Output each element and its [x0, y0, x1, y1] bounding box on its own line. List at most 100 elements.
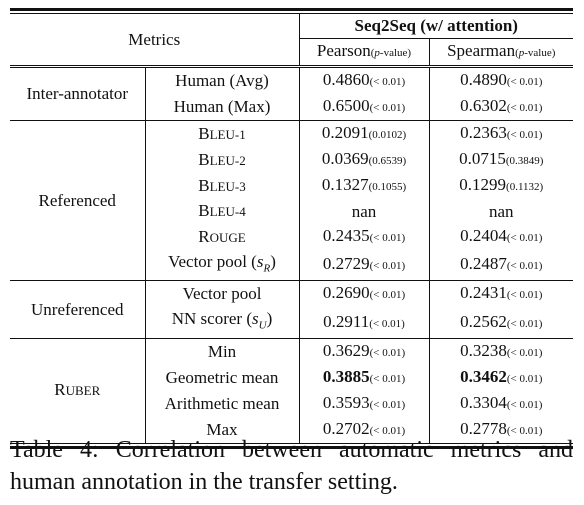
pearson-cell-value: 0.0369	[321, 149, 369, 168]
results-table: Metrics Seq2Seq (w/ attention) Pearson(p…	[10, 14, 573, 443]
metrics-header: Metrics	[10, 14, 300, 67]
spearman-cell: 0.3238(< 0.01)	[429, 337, 573, 365]
table-row: Referenced BLEU-1 0.2091(0.0102) 0.2363(< 0…	[10, 119, 573, 281]
spearman-cell-pvalue: (< 0.01)	[506, 346, 543, 359]
spearman-header-sub-text: (p-value)	[515, 47, 556, 59]
spearman-cell-pvalue: (< 0.01)	[506, 129, 543, 141]
pearson-cell-value: 0.3885	[322, 366, 370, 386]
pearson-cell: 0.3885(< 0.01)	[299, 364, 430, 391]
pearson-cell-value: 0.2091	[321, 123, 369, 142]
spearman-cell-value: 0.2363	[460, 123, 507, 142]
table-row: BLEU-4 nan nan	[10, 199, 573, 224]
pearson-cell: 0.2091(0.0102)	[299, 120, 430, 147]
table-row: Unreferenced Vector pool 0.2690(< 0.01) 0.2…	[10, 280, 573, 339]
spearman-cell-pvalue: (< 0.01)	[506, 232, 543, 244]
table-row: BLEU-2 0.0369(0.6539) 0.0715(0.3849)	[10, 147, 573, 173]
pearson-cell-value: 0.3629	[322, 340, 370, 360]
spearman-cell-pvalue: (< 0.01)	[506, 289, 543, 302]
pearson-cell-value: 0.6500	[322, 96, 370, 115]
spearman-cell-pvalue: (< 0.01)	[506, 398, 543, 411]
pearson-cell-pvalue: (< 0.01)	[369, 346, 406, 359]
spearman-cell-pvalue: (0.3849)	[505, 155, 544, 167]
pearson-cell-value: 0.2435	[322, 226, 370, 245]
metric-name: BLEU-2	[145, 147, 300, 173]
spearman-cell-pvalue: (0.1132)	[506, 181, 544, 193]
spearman-cell-pvalue: (< 0.01)	[506, 317, 543, 330]
pearson-cell-pvalue: (< 0.01)	[369, 317, 405, 330]
table-row: Max 0.2702(< 0.01) 0.2778(< 0.01)	[10, 416, 573, 443]
pearson-cell: 0.1327(0.1055)	[299, 173, 430, 199]
spearman-cell: nan	[429, 199, 573, 224]
spearman-cell-value: 0.2562	[460, 311, 507, 331]
pearson-cell-pvalue: (< 0.01)	[369, 102, 406, 114]
table-bottom-rules	[10, 442, 573, 449]
pearson-cell: nan	[299, 199, 430, 224]
pearson-cell-pvalue: (0.1055)	[368, 181, 407, 193]
spearman-header-sub: (p-value)	[515, 47, 555, 59]
spearman-cell-pvalue: (< 0.01)	[506, 372, 543, 385]
group-label: Unreferenced	[10, 280, 146, 339]
metric-name: Max	[145, 416, 300, 443]
pearson-cell-value: 0.2690	[322, 283, 370, 303]
pearson-cell-pvalue: (< 0.01)	[369, 372, 406, 385]
metric-name: Min	[145, 337, 300, 365]
metric-name: BLEU-1	[145, 120, 300, 147]
table-bottom-rule	[10, 445, 573, 449]
spearman-cell-value: 0.0715	[459, 149, 506, 168]
table-top-rule	[10, 8, 573, 11]
pearson-cell-value: 0.2702	[322, 418, 370, 438]
spearman-cell: 0.3462(< 0.01)	[429, 365, 573, 391]
pearson-cell-pvalue: (< 0.01)	[369, 260, 406, 273]
pearson-cell: 0.4860(< 0.01)	[299, 65, 430, 94]
spearman-cell: 0.2562(< 0.01)	[429, 307, 573, 338]
pearson-cell-value: nan	[351, 201, 377, 221]
pearson-cell-pvalue: (0.0102)	[368, 129, 407, 141]
spearman-cell-value: 0.2404	[460, 226, 507, 245]
table-row: RUBER Min 0.3629(< 0.01) 0.3238(< 0.01)	[10, 337, 573, 443]
spearman-cell-pvalue: (< 0.01)	[506, 102, 543, 114]
spearman-cell: 0.2431(< 0.01)	[429, 280, 573, 308]
metric-name: BLEU-4	[145, 199, 300, 224]
spearman-cell-pvalue: (< 0.01)	[506, 76, 543, 88]
pearson-cell: 0.2690(< 0.01)	[299, 280, 430, 308]
spearman-cell-value: 0.3304	[460, 392, 507, 412]
pearson-cell: 0.3593(< 0.01)	[299, 390, 430, 417]
spearman-cell-value: 0.2487	[460, 254, 507, 274]
spearman-cell-pvalue: (< 0.01)	[506, 260, 543, 273]
metric-name: Vector pool	[145, 280, 300, 308]
pearson-cell-pvalue: (< 0.01)	[369, 289, 406, 302]
pearson-cell: 0.6500(< 0.01)	[299, 94, 430, 121]
pearson-cell: 0.2911(< 0.01)	[299, 307, 430, 339]
pearson-header-sub: (p-value)	[371, 47, 411, 59]
metric-name: Geometric mean	[145, 364, 300, 391]
pearson-cell-pvalue: (0.6539)	[368, 155, 407, 167]
spearman-cell: 0.2404(< 0.01)	[429, 224, 573, 250]
pearson-header: Pearson(p-value)	[299, 38, 430, 67]
pearson-cell: 0.3629(< 0.01)	[299, 337, 430, 365]
metric-name: Arithmetic mean	[145, 390, 300, 417]
spearman-cell-value: 0.4890	[460, 70, 507, 89]
pearson-cell-pvalue: (< 0.01)	[369, 398, 406, 411]
table-row: Human (Max) 0.6500(< 0.01) 0.6302(< 0.01)	[10, 94, 573, 121]
pearson-cell-pvalue: (< 0.01)	[369, 232, 406, 244]
pearson-cell-pvalue: (< 0.01)	[369, 424, 406, 437]
spearman-cell: 0.0715(0.3849)	[429, 147, 573, 173]
pearson-cell-value: 0.4860	[322, 70, 370, 89]
spearman-cell-value: 0.3238	[460, 340, 507, 360]
spearman-header: Spearman(p-value)	[429, 39, 573, 67]
pearson-header-sub-text: (p-value)	[370, 47, 412, 59]
table-row: Inter-annotator Human (Avg) 0.4860(< 0.01)…	[10, 65, 573, 121]
table-row: Arithmetic mean 0.3593(< 0.01) 0.3304(< 0.…	[10, 390, 573, 417]
table-bottom-rule-inner	[10, 442, 573, 444]
spearman-cell-value: nan	[488, 201, 514, 221]
table-row: ROUGE 0.2435(< 0.01) 0.2404(< 0.01)	[10, 224, 573, 250]
spearman-cell: 0.3304(< 0.01)	[429, 391, 573, 417]
spearman-cell: 0.1299(0.1132)	[429, 173, 573, 199]
metric-name: Vector pool (sR)	[145, 250, 300, 281]
model-group-header: Seq2Seq (w/ attention)	[299, 14, 573, 39]
group-label: Referenced	[10, 119, 146, 281]
spearman-cell-value: 0.3462	[460, 366, 507, 386]
metric-name: ROUGE	[145, 224, 300, 250]
pearson-cell-pvalue: (< 0.01)	[369, 76, 406, 88]
table-row: Vector pool (sR) 0.2729(< 0.01) 0.2487(< 0…	[10, 250, 573, 281]
